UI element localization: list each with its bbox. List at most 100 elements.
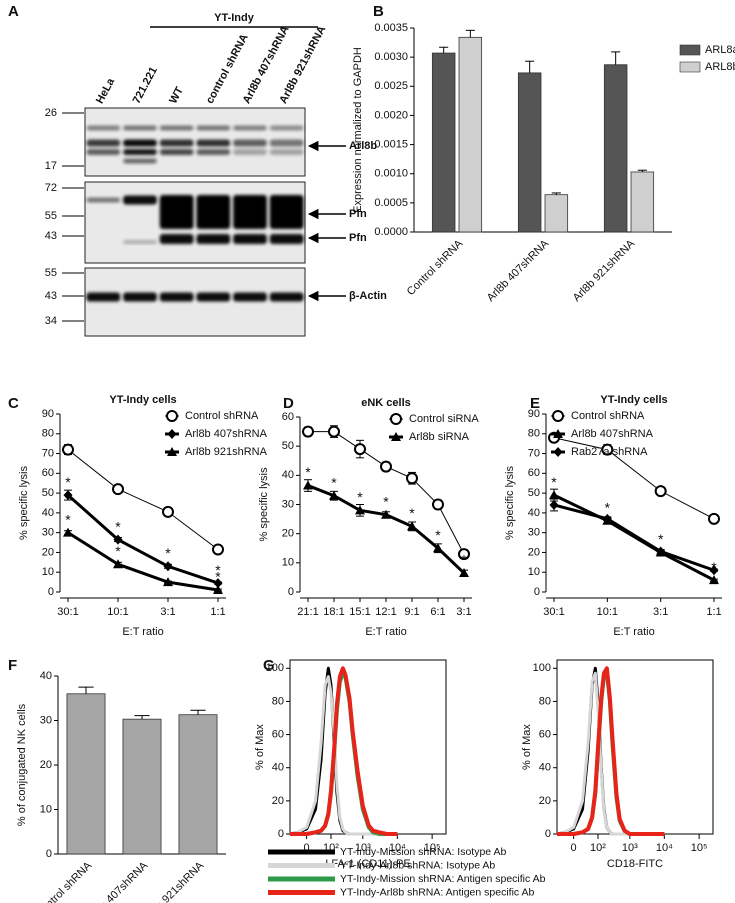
significance-label: * [605,500,611,516]
y-tick-label: 30 [42,527,54,539]
significance-label: * [357,489,363,505]
lane-label: 721.221 [131,65,160,106]
error-bar [439,46,449,54]
y-tick-label: 30 [282,498,294,510]
point [63,490,73,501]
significance-label: * [658,531,664,547]
band [159,149,194,155]
membrane-background [84,181,306,264]
band [159,125,194,131]
significance-label: * [409,505,415,521]
significance-label: * [331,474,337,490]
panel-letter: A [8,3,19,20]
y-tick-label: 10 [40,803,52,815]
y-tick-label: 40 [528,507,540,519]
panel-letter: B [373,3,384,20]
legend-label: Arl8b 407shRNA [571,428,654,440]
band [233,125,267,131]
error-bar [134,715,150,720]
x-tick-label: 12:1 [375,606,396,618]
point [355,505,365,515]
x-tick-label: 10⁴ [389,842,406,854]
point [708,512,720,525]
x-tick-label: 10⁵ [691,842,708,854]
y-tick-label: 20 [40,759,52,771]
error-bar [637,169,647,172]
band [196,149,231,155]
histogram-curve [290,666,398,836]
lane-label: HeLa [94,76,118,106]
y-tick-label: 60 [539,728,551,740]
membrane-background [84,267,306,337]
band-label: Pfn [349,232,367,244]
band [123,139,157,147]
point [656,546,666,557]
y-tick-label: 0 [534,586,540,598]
histogram-curve [289,675,398,836]
y-tick-label: 20 [42,546,54,558]
point [381,509,391,519]
point [459,568,469,578]
point [601,443,614,456]
band-label: Arl8b [349,140,377,152]
x-tick-label: 10³ [355,842,371,854]
marker-label: 72 [45,182,57,194]
band [269,292,304,302]
point [62,443,74,456]
bar [122,718,162,855]
y-tick-label: 40 [272,762,284,774]
point [432,498,444,511]
x-tick-label: Control shRNA [405,237,466,298]
group-label: YT-Indy [214,12,255,24]
band [123,125,157,131]
y-tick-label: 0 [48,586,54,598]
x-tick-label: Arl8b 921shRNA [140,859,207,903]
band [86,197,121,203]
y-tick-label: 30 [528,527,540,539]
point [162,505,174,518]
y-tick-label: 0 [46,848,52,860]
marker-label: 43 [45,230,57,242]
y-axis-label: % specific lysis [504,466,516,540]
histogram-curve [557,666,665,836]
panel-letter: E [530,395,540,412]
y-tick-label: 20 [539,795,551,807]
legend-label: YT-Indy-Mission shRNA: Isotype Ab [340,846,506,858]
band [196,234,231,244]
point [302,425,314,438]
y-tick-label: 0.0010 [374,168,408,180]
error-bar [190,709,206,715]
bar [517,72,542,233]
marker-label: 26 [45,107,57,119]
significance-label: * [65,511,71,527]
y-tick-label: 50 [42,487,54,499]
band [86,139,121,147]
y-axis-label: % specific lysis [258,467,270,541]
x-tick-label: 10² [590,842,606,854]
band [159,234,194,244]
band [233,195,267,229]
point [553,429,563,438]
point [458,548,470,561]
y-tick-label: 0.0020 [374,109,408,121]
point [407,521,417,531]
series-line [553,503,715,572]
y-tick-label: 70 [42,447,54,459]
band [269,234,304,244]
significance-label: * [115,518,121,534]
y-tick-label: 0.0005 [374,197,408,209]
significance-label: * [65,474,71,490]
point [406,472,418,485]
legend-label: Arl8b siRNA [409,431,470,443]
point [433,543,443,553]
band [196,125,231,131]
y-tick-label: 60 [272,728,284,740]
x-tick-label: 10:1 [597,606,618,618]
x-tick-label: 0 [571,842,577,854]
significance-label: * [165,561,171,577]
significance-label: * [215,569,221,585]
point [709,575,719,585]
y-tick-label: 100 [266,662,284,674]
panel-letter: C [8,395,19,412]
